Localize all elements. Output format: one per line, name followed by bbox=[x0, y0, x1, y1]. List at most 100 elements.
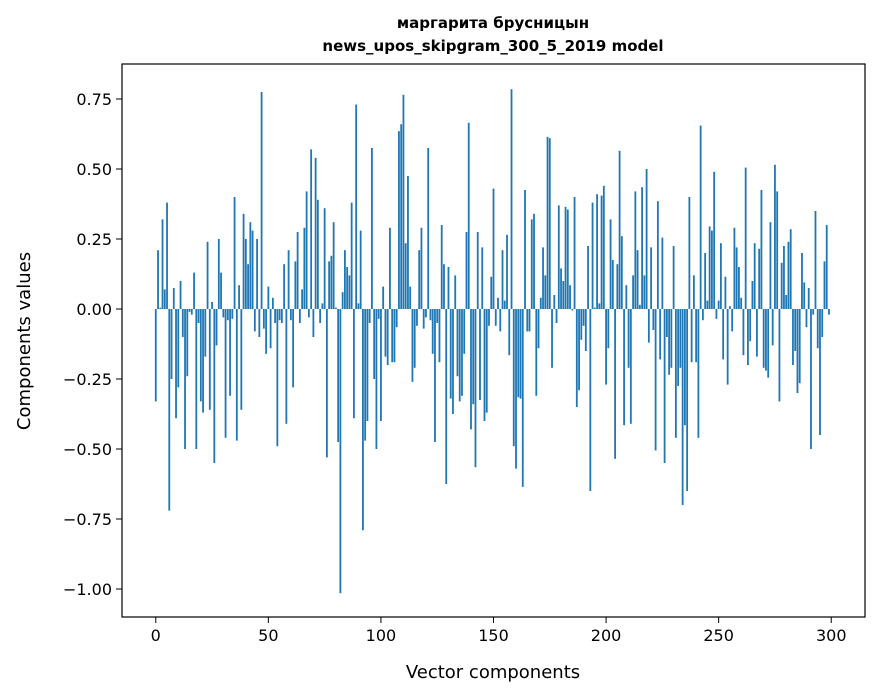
bar-component-10 bbox=[177, 309, 180, 388]
bar-component-88 bbox=[353, 309, 355, 419]
bar-component-63 bbox=[296, 232, 299, 309]
bar-component-253 bbox=[724, 276, 727, 309]
bar-component-147 bbox=[485, 309, 488, 413]
bar-component-69 bbox=[310, 149, 313, 309]
bar-component-42 bbox=[249, 222, 252, 309]
bar-component-236 bbox=[686, 309, 689, 491]
bar-component-205 bbox=[616, 264, 619, 309]
bar-component-17 bbox=[193, 272, 195, 309]
bar-component-12 bbox=[181, 309, 184, 337]
bar-component-122 bbox=[429, 309, 432, 321]
bar-component-75 bbox=[323, 208, 326, 309]
chart-title-line2: news_upos_skipgram_300_5_2019 model bbox=[322, 37, 663, 55]
bar-component-182 bbox=[564, 206, 567, 309]
bar-component-114 bbox=[411, 309, 414, 382]
bar-component-1 bbox=[157, 250, 159, 309]
bar-component-192 bbox=[587, 246, 589, 309]
bar-component-135 bbox=[458, 309, 461, 402]
bar-component-74 bbox=[321, 303, 324, 309]
bar-component-283 bbox=[792, 309, 794, 365]
bar-component-238 bbox=[690, 309, 693, 363]
bar-component-294 bbox=[816, 309, 819, 349]
bar-component-142 bbox=[474, 309, 477, 468]
bar-component-164 bbox=[524, 190, 526, 309]
bar-component-289 bbox=[805, 309, 808, 328]
bar-component-143 bbox=[476, 232, 479, 309]
bar-component-267 bbox=[756, 309, 758, 357]
bar-component-219 bbox=[647, 309, 650, 343]
x-tick-label: 50 bbox=[258, 626, 278, 645]
bar-component-242 bbox=[699, 125, 702, 309]
bar-component-196 bbox=[596, 194, 598, 309]
bar-component-221 bbox=[652, 309, 655, 330]
bar-component-188 bbox=[578, 309, 580, 391]
bar-component-151 bbox=[494, 309, 497, 326]
x-axis-label: Vector components bbox=[406, 662, 580, 683]
bar-component-112 bbox=[407, 176, 409, 309]
bar-component-232 bbox=[677, 309, 680, 386]
bar-component-184 bbox=[569, 285, 571, 309]
bar-component-92 bbox=[362, 309, 364, 531]
bar-component-59 bbox=[287, 250, 290, 309]
y-axis-label: Components values bbox=[14, 252, 35, 430]
bar-component-156 bbox=[506, 234, 508, 309]
bar-component-16 bbox=[190, 309, 193, 315]
bar-component-157 bbox=[508, 309, 511, 356]
bar-component-250 bbox=[717, 300, 720, 309]
bar-component-107 bbox=[395, 309, 398, 328]
bar-component-82 bbox=[339, 309, 342, 594]
bar-component-111 bbox=[404, 243, 407, 309]
bar-component-285 bbox=[796, 309, 799, 393]
bar-component-274 bbox=[771, 309, 774, 346]
bar-component-27 bbox=[215, 309, 218, 346]
bar-component-198 bbox=[600, 195, 603, 309]
bar-component-211 bbox=[629, 309, 632, 424]
bar-component-25 bbox=[211, 302, 213, 309]
bar-component-141 bbox=[472, 309, 475, 405]
bar-component-276 bbox=[776, 191, 779, 309]
bar-component-169 bbox=[535, 309, 538, 396]
bar-component-187 bbox=[575, 309, 578, 407]
bar-component-99 bbox=[377, 309, 380, 319]
bar-component-78 bbox=[330, 255, 333, 309]
bar-component-4 bbox=[163, 289, 166, 309]
bar-component-241 bbox=[697, 309, 700, 438]
bar-component-67 bbox=[305, 191, 308, 309]
bar-component-9 bbox=[175, 309, 177, 419]
bar-component-230 bbox=[672, 246, 675, 309]
bar-component-154 bbox=[501, 250, 504, 309]
bar-component-85 bbox=[346, 267, 349, 309]
bar-component-116 bbox=[416, 309, 418, 326]
bar-component-139 bbox=[467, 122, 470, 309]
bar-component-240 bbox=[695, 309, 698, 363]
bar-component-210 bbox=[627, 309, 630, 368]
bar-component-79 bbox=[332, 222, 335, 309]
bar-component-217 bbox=[643, 275, 646, 309]
bar-component-19 bbox=[197, 309, 200, 323]
bar-component-77 bbox=[328, 261, 331, 309]
bar-component-287 bbox=[801, 253, 803, 309]
x-tick-label: 200 bbox=[591, 626, 622, 645]
bar-component-195 bbox=[593, 307, 596, 309]
bar-component-275 bbox=[774, 164, 776, 309]
bar-component-72 bbox=[316, 199, 319, 309]
bar-component-115 bbox=[413, 309, 416, 368]
bar-component-222 bbox=[654, 309, 657, 451]
bar-component-57 bbox=[283, 264, 286, 309]
bar-component-55 bbox=[278, 309, 281, 321]
bar-component-216 bbox=[641, 187, 644, 309]
bar-component-131 bbox=[449, 309, 452, 399]
bar-component-201 bbox=[607, 309, 610, 349]
bar-component-175 bbox=[548, 138, 551, 309]
bar-component-171 bbox=[539, 297, 542, 309]
bar-component-43 bbox=[251, 230, 254, 309]
bar-component-56 bbox=[280, 309, 283, 323]
bar-component-231 bbox=[674, 309, 677, 438]
bar-component-255 bbox=[729, 306, 731, 309]
bar-component-28 bbox=[217, 239, 220, 309]
bar-component-148 bbox=[488, 309, 490, 326]
bar-component-282 bbox=[789, 229, 792, 309]
bar-component-52 bbox=[271, 297, 274, 309]
bar-component-26 bbox=[213, 309, 216, 463]
